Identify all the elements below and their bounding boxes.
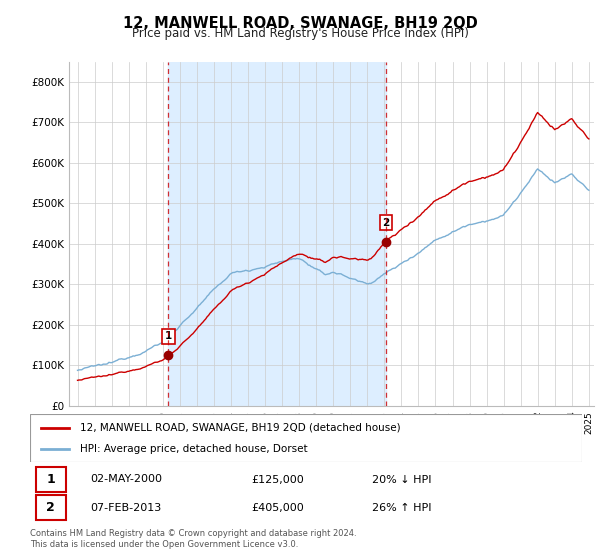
- Text: £405,000: £405,000: [251, 503, 304, 513]
- Text: 12, MANWELL ROAD, SWANAGE, BH19 2QD: 12, MANWELL ROAD, SWANAGE, BH19 2QD: [122, 16, 478, 31]
- Text: 26% ↑ HPI: 26% ↑ HPI: [372, 503, 432, 513]
- Text: 2: 2: [46, 501, 55, 514]
- Text: 02-MAY-2000: 02-MAY-2000: [91, 474, 163, 484]
- Text: 20% ↓ HPI: 20% ↓ HPI: [372, 474, 432, 484]
- Text: 2: 2: [382, 218, 389, 228]
- Text: 12, MANWELL ROAD, SWANAGE, BH19 2QD (detached house): 12, MANWELL ROAD, SWANAGE, BH19 2QD (det…: [80, 423, 400, 433]
- Text: £125,000: £125,000: [251, 474, 304, 484]
- Text: Contains HM Land Registry data © Crown copyright and database right 2024.
This d: Contains HM Land Registry data © Crown c…: [30, 529, 356, 549]
- Text: 07-FEB-2013: 07-FEB-2013: [91, 503, 162, 513]
- Bar: [35, 496, 66, 520]
- Bar: [169, 62, 386, 406]
- Text: 1: 1: [165, 331, 172, 341]
- Text: Price paid vs. HM Land Registry's House Price Index (HPI): Price paid vs. HM Land Registry's House …: [131, 27, 469, 40]
- Bar: [35, 467, 66, 492]
- Text: 1: 1: [46, 473, 55, 486]
- Text: HPI: Average price, detached house, Dorset: HPI: Average price, detached house, Dors…: [80, 444, 307, 454]
